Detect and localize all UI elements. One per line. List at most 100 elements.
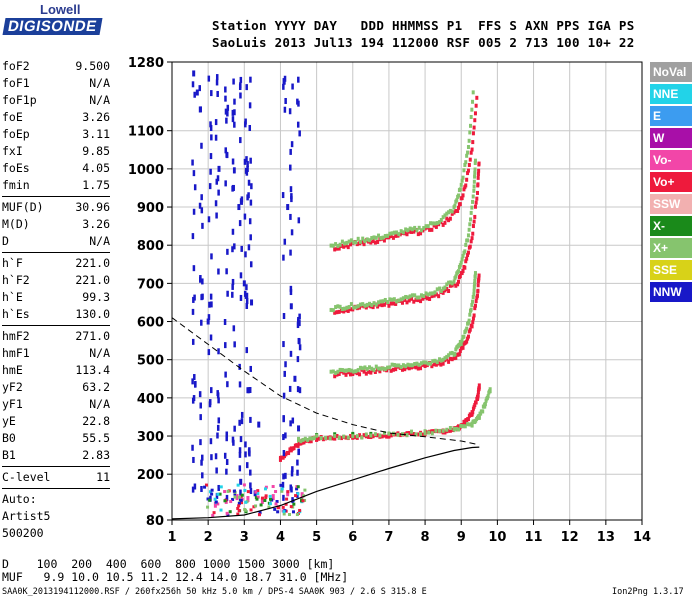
echo-x-plus-multihop [374,302,378,307]
echo-x-plus-multihop [441,286,445,291]
echo-x-plus-multihop [363,239,367,244]
echo-x-plus-multihop [460,178,464,183]
echo-vo-plus-multihop [454,355,458,360]
echo-vo-plus-multihop [335,310,339,315]
echo-x-plus-multihop [417,362,421,367]
echo-vo-plus [389,433,393,438]
legend-item-x-: X+ [650,238,692,258]
echo-nnw [289,285,293,292]
echo-x-plus-multihop [441,357,445,362]
echo-x-plus-multihop [459,260,463,265]
echo-vo-plus-multihop [458,202,462,207]
echo-nnw [248,450,251,457]
echo-nnw [191,486,195,493]
echo-x-plus-multihop [469,210,473,215]
echo-vo-plus-multihop [394,233,398,238]
x-tick-label: 13 [597,530,615,545]
echo-x-plus [306,437,310,442]
param-name: C-level [2,470,51,484]
echo-vo-plus-multihop [458,274,462,279]
echo-vo-plus-multihop [405,232,409,237]
echo-vo-plus-multihop [416,232,420,237]
echo-x-plus-multihop [377,300,381,305]
param-row: B1 2.83 [2,447,110,464]
param-row: 500200 [2,525,110,542]
param-row: h`Es 130.0 [2,306,110,323]
echo-vo-plus-multihop [416,366,420,371]
x-tick-label: 14 [633,530,651,545]
echo-nnw [224,180,227,187]
echo-x-plus-multihop [460,338,464,343]
echo-nnw [232,78,235,85]
echo-nnw [215,212,218,219]
param-separator [2,325,110,326]
echo-x-plus [459,423,463,428]
echo-vo-plus-multihop [428,227,432,232]
legend-item-w: W [650,128,692,148]
echo-nnw [245,284,248,291]
echo-nnw [296,459,299,466]
param-name: 500200 [2,526,44,540]
echo-x-plus-multihop [379,366,383,371]
echo-x-plus [297,437,301,442]
echo-x-plus-multihop [422,226,426,231]
echo-x-plus [430,431,434,436]
echo-x-plus-multihop [365,367,369,372]
echo-x-plus-multihop [447,210,451,215]
echo-x-plus-multihop [406,295,410,300]
echo-x-plus-multihop [372,235,376,240]
echo-nnw [210,90,213,97]
echo-vo-plus-multihop [382,238,386,243]
echo-nnw [289,186,293,193]
echo-x-plus [360,435,364,440]
echo-vo-plus [339,436,343,441]
echo-x-plus-multihop [468,123,472,128]
echo-vo-plus-multihop [447,218,451,223]
echo-vo-plus-multihop [477,161,481,166]
echo-x-plus-multihop [356,368,360,373]
echo-vo-plus-multihop [333,310,337,315]
echo-nnw [298,387,302,394]
echo-vo-plus-multihop [471,224,475,229]
echo-vo-plus-multihop [457,279,461,284]
echo-vo-plus [416,432,420,437]
echo-x-plus-multihop [443,356,447,361]
echo-nnw [289,164,292,171]
echo-x-plus-multihop [472,184,476,189]
echo-x-plus-multihop [419,293,423,298]
echo-nnw [244,251,247,258]
echo-vo-plus-multihop [410,365,414,370]
echo-x-plus-multihop [468,130,472,135]
echo-nnw [239,272,243,279]
y-tick-label: 1280 [128,56,164,71]
y-tick-label: 200 [137,468,164,483]
echo-nnw [291,466,294,473]
echo-vo-plus-multihop [412,299,416,304]
echo-vo-plus-multihop [464,183,468,188]
echo-low-cluster [280,489,284,493]
param-separator [2,488,110,489]
echo-nnw [209,153,213,160]
echo-nnw [210,134,213,141]
echo-x-plus-multihop [404,364,408,369]
echo-x-plus-multihop [410,227,414,232]
echo-x-plus [410,429,414,434]
param-value: 4.05 [82,161,110,175]
echo-nnw [282,313,286,320]
echo-vo-plus-multihop [342,244,346,249]
param-row: MUF(D) 30.96 [2,199,110,216]
echo-nnw [226,381,229,388]
echo-x-plus-multihop [410,363,414,368]
echo-nnw [244,118,247,125]
echo-low-cluster [301,499,305,503]
param-name: foF1p [2,93,37,107]
echo-nnw [245,302,249,309]
echo-nnw [296,469,299,476]
echo-x-plus-multihop [343,241,347,246]
echo-vo-plus-multihop [430,227,434,232]
echo-vo-plus-multihop [471,131,475,136]
echo-low-cluster [237,501,241,505]
legend-item-nnw: NNW [650,282,692,302]
echo-low-cluster [298,508,302,512]
param-name: B0 [2,431,16,445]
